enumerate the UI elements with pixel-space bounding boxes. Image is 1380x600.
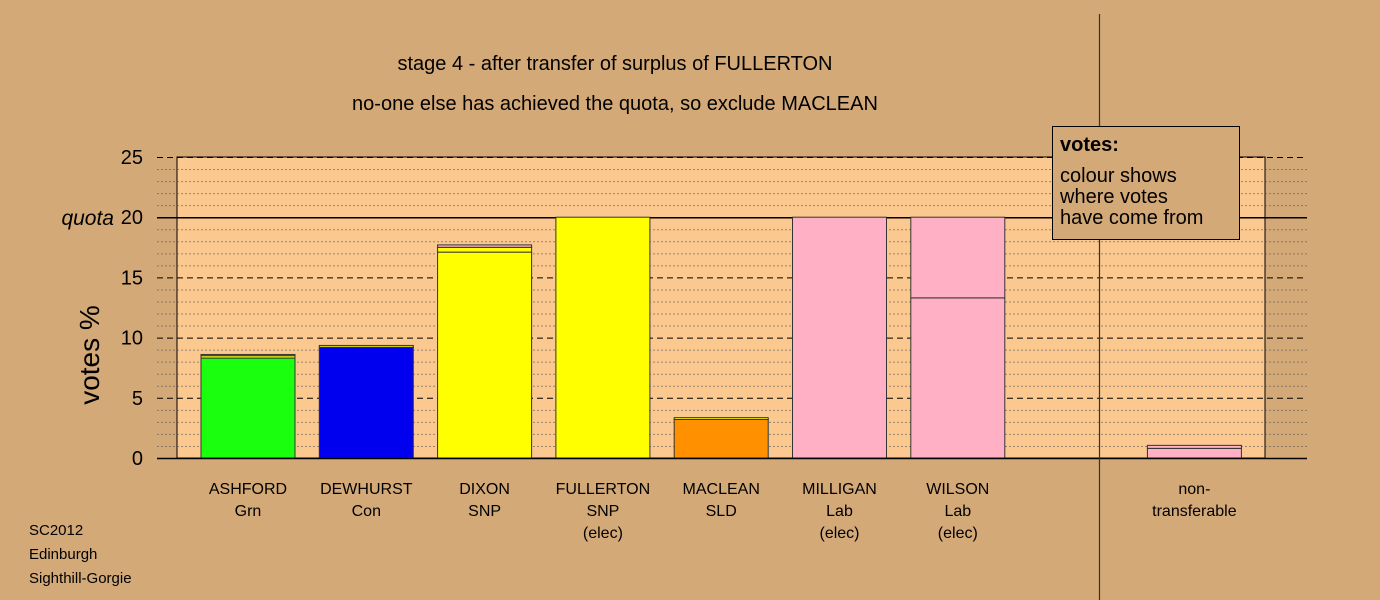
legend-line: have come from: [1060, 207, 1204, 229]
party-label: Lab: [944, 503, 971, 520]
y-tick-label: 15: [121, 267, 143, 289]
category-label: ASHFORD: [209, 481, 287, 498]
party-label: Lab: [826, 503, 853, 520]
category-label: MACLEAN: [683, 481, 760, 498]
y-tick-label: 20: [121, 207, 143, 229]
bar-segment: [200, 353, 296, 357]
footer-election: SC2012: [29, 522, 84, 539]
bar-segment: [910, 216, 1006, 299]
legend-line: where votes: [1060, 186, 1168, 208]
party-label: SNP: [468, 503, 501, 520]
category-label: MILLIGAN: [802, 481, 877, 498]
bar-segment: [1146, 447, 1242, 459]
bar-segment: [318, 346, 414, 459]
category-label: WILSON: [926, 481, 989, 498]
bar-segment: [555, 216, 651, 459]
party-label: SNP: [586, 503, 619, 520]
legend-line: colour shows: [1060, 165, 1177, 187]
elected-note: (elec): [938, 525, 978, 542]
y-tick-label: 5: [132, 388, 143, 410]
category-label: DIXON: [459, 481, 510, 498]
legend-box: votes: colour shows where votes have com…: [1052, 126, 1240, 240]
party-label: Con: [352, 503, 381, 520]
chart-subtitle: no-one else has achieved the quota, so e…: [352, 93, 878, 115]
bar-segment: [200, 357, 296, 459]
category-label: FULLERTON: [556, 481, 651, 498]
quota-label: quota: [61, 207, 114, 230]
bar-segment: [437, 244, 533, 248]
category-label: non-: [1178, 481, 1210, 498]
bar-segment: [1146, 444, 1242, 449]
bar-segment: [437, 251, 533, 459]
y-tick-label: 25: [121, 147, 143, 169]
y-axis-label: votes %: [74, 305, 105, 405]
elected-note: (elec): [583, 525, 623, 542]
bar-segment: [792, 216, 887, 459]
bar-segment: [673, 417, 769, 420]
footer-ward: Sighthill-Gorgie: [29, 570, 132, 587]
bar-segment: [318, 344, 414, 348]
elected-note: (elec): [819, 525, 859, 542]
bar-segment: [910, 297, 1006, 459]
category-label: DEWHURST: [320, 481, 413, 498]
party-label: transferable: [1152, 503, 1237, 520]
legend-title: votes:: [1060, 134, 1119, 156]
chart-title: stage 4 - after transfer of surplus of F…: [397, 53, 833, 75]
party-label: SLD: [706, 503, 737, 520]
bar-segment: [437, 246, 533, 253]
y-tick-label: 10: [121, 328, 143, 350]
footer-council: Edinburgh: [29, 546, 98, 563]
bar-segment: [673, 418, 769, 459]
y-tick-label: 0: [132, 448, 143, 470]
party-label: Grn: [235, 503, 262, 520]
